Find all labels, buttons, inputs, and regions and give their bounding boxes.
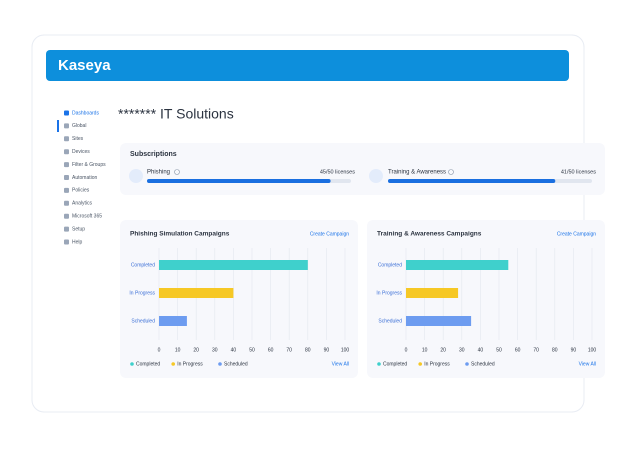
progress-fill	[147, 179, 331, 183]
x-tick-label: 90	[571, 347, 577, 353]
active-indicator	[57, 120, 59, 132]
legend-label: Completed	[136, 361, 160, 367]
x-tick-label: 0	[405, 347, 408, 353]
nav-icon	[64, 149, 69, 155]
nav-icon	[64, 136, 69, 142]
legend-label: In Progress	[424, 361, 450, 367]
nav-icon	[64, 239, 69, 245]
chart-title: Training & Awareness Campaigns	[377, 231, 482, 238]
sub-name: Training & Awareness	[388, 170, 446, 176]
nav-item[interactable]: Sites	[72, 136, 84, 142]
subscriptions-title: Subscriptions	[130, 151, 177, 158]
category-label: In Progress	[129, 290, 155, 296]
legend-label: Completed	[383, 361, 407, 367]
x-tick-label: 10	[175, 347, 181, 353]
nav-icon	[64, 226, 69, 232]
x-tick-label: 60	[515, 347, 521, 353]
x-tick-label: 50	[496, 347, 502, 353]
x-tick-label: 30	[212, 347, 218, 353]
nav-item[interactable]: Global	[72, 123, 86, 129]
info-icon	[174, 169, 180, 175]
bar	[159, 316, 187, 326]
legend-dot	[130, 362, 134, 366]
sub-icon	[129, 169, 143, 183]
nav-icon	[64, 162, 69, 168]
legend-dot	[377, 362, 381, 366]
nav-item[interactable]: Microsoft 365	[72, 214, 102, 220]
nav-item[interactable]: Automation	[72, 175, 98, 181]
x-tick-label: 70	[533, 347, 539, 353]
create-link[interactable]: Create Campaign	[310, 231, 349, 237]
view-all-link[interactable]: View All	[579, 361, 596, 367]
nav-item[interactable]: Devices	[72, 149, 90, 155]
x-tick-label: 60	[268, 347, 274, 353]
nav-icon	[64, 200, 69, 206]
x-tick-label: 80	[552, 347, 558, 353]
sub-licenses: 45/50 licenses	[320, 169, 355, 175]
bar	[159, 260, 308, 270]
bar	[159, 288, 234, 298]
progress-fill	[388, 179, 556, 183]
x-tick-label: 20	[193, 347, 199, 353]
nav-item[interactable]: Dashboards	[72, 110, 99, 116]
info-icon	[448, 169, 454, 175]
sub-icon	[369, 169, 383, 183]
chart-card	[120, 220, 358, 378]
x-tick-label: 30	[459, 347, 465, 353]
nav-item[interactable]: Analytics	[72, 201, 93, 207]
nav-icon	[64, 213, 69, 219]
x-tick-label: 10	[422, 347, 428, 353]
legend-label: Scheduled	[471, 361, 495, 367]
category-label: Scheduled	[378, 318, 402, 324]
bar	[406, 260, 509, 270]
category-label: In Progress	[376, 290, 402, 296]
category-label: Completed	[378, 262, 402, 268]
nav-icon	[64, 175, 69, 180]
chart-title: Phishing Simulation Campaigns	[130, 231, 230, 238]
legend-label: Scheduled	[224, 361, 248, 367]
x-tick-label: 80	[305, 347, 311, 353]
legend-dot	[171, 362, 175, 366]
x-tick-label: 40	[231, 347, 237, 353]
x-tick-label: 0	[158, 347, 161, 353]
legend-dot	[418, 362, 423, 366]
category-label: Completed	[131, 262, 155, 268]
nav-item[interactable]: Setup	[72, 226, 85, 232]
nav-item[interactable]: Help	[72, 239, 83, 245]
nav-item[interactable]: Filter & Groups	[72, 162, 106, 168]
x-tick-label: 90	[324, 347, 330, 353]
legend-dot	[465, 362, 469, 366]
nav-icon	[64, 110, 69, 116]
chart-card	[367, 220, 605, 378]
logo: Kaseya	[58, 57, 111, 74]
nav-item[interactable]: Policies	[72, 188, 90, 194]
legend-label: In Progress	[177, 361, 203, 367]
category-label: Scheduled	[131, 318, 155, 324]
x-tick-label: 100	[341, 347, 350, 353]
subscriptions-card	[120, 143, 605, 195]
bar	[406, 316, 472, 326]
x-tick-label: 50	[249, 347, 255, 353]
create-link[interactable]: Create Campaign	[557, 231, 596, 237]
sub-licenses: 41/50 licenses	[561, 169, 596, 175]
x-tick-label: 70	[286, 347, 292, 353]
legend-dot	[218, 362, 222, 366]
x-tick-label: 100	[588, 347, 597, 353]
nav-icon	[64, 123, 69, 129]
bar	[406, 288, 459, 298]
nav-icon	[64, 187, 69, 193]
view-all-link[interactable]: View All	[332, 361, 349, 367]
page-title: ******* IT Solutions	[118, 106, 234, 122]
x-tick-label: 40	[478, 347, 484, 353]
x-tick-label: 20	[440, 347, 446, 353]
sub-name: Phishing	[147, 170, 170, 176]
header	[46, 50, 569, 81]
